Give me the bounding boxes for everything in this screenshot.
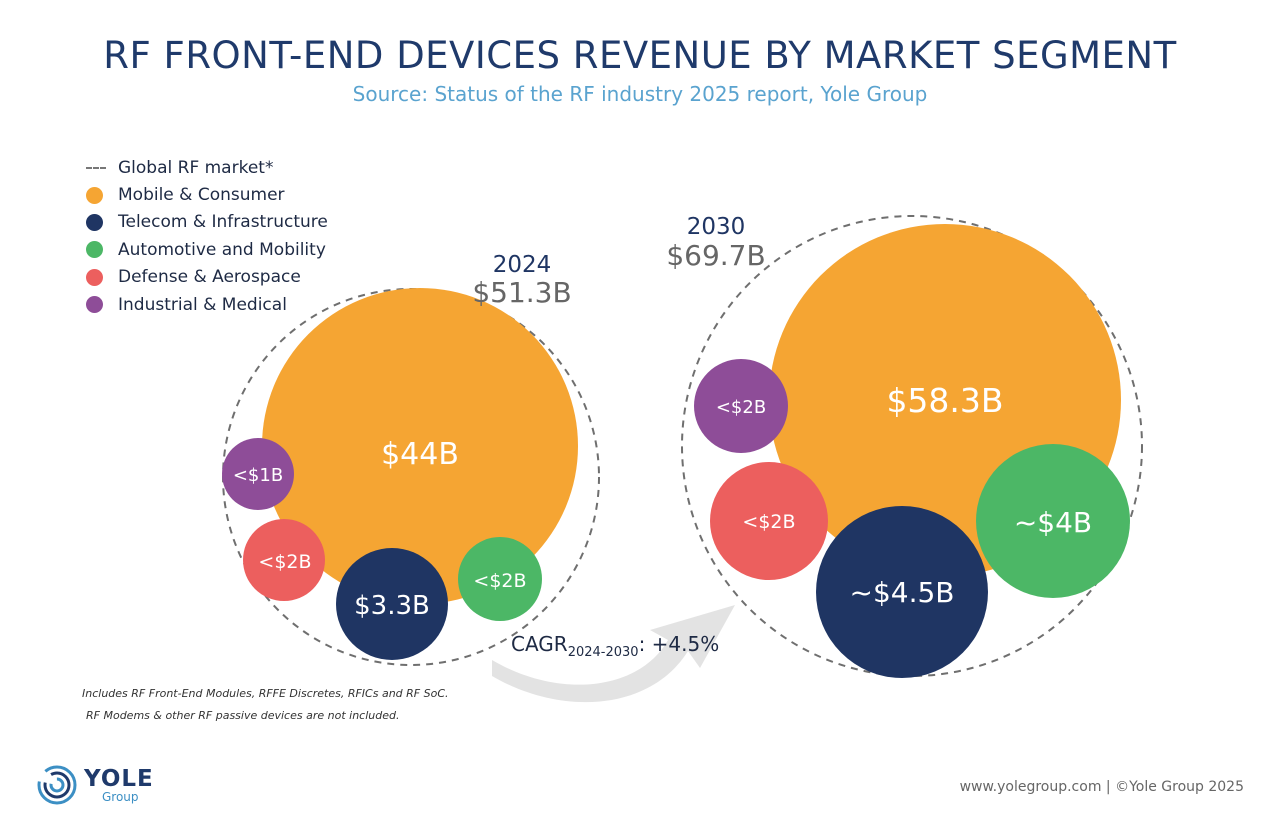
legend-swatch-mobile <box>86 186 103 204</box>
bubble-2024-mobile <box>262 288 578 604</box>
total-circle-2030 <box>681 215 1143 677</box>
legend-swatch-defense <box>86 268 103 286</box>
bubble-label-2024-telecom: $3.3B <box>354 591 430 621</box>
legend-label: Global RF market* <box>118 157 274 178</box>
growth-arrow <box>492 605 735 703</box>
bubble-label-2030-telecom: ~$4.5B <box>849 576 954 609</box>
legend-label: Automotive and Mobility <box>118 239 326 260</box>
legend-swatch-telecom <box>86 213 103 231</box>
bubble-2030-defense <box>710 462 828 580</box>
legend-label: Telecom & Infrastructure <box>118 212 328 233</box>
legend-item-automotive: Automotive and Mobility <box>86 236 328 263</box>
bubble-2030-telecom <box>816 506 988 678</box>
chart-subtitle: Source: Status of the RF industry 2025 r… <box>352 82 928 106</box>
cagr-prefix: CAGR <box>511 632 568 656</box>
footnote-2: RF Modems & other RF passive devices are… <box>86 709 400 722</box>
yole-logo-icon <box>37 765 77 805</box>
bubble-label-2024-automotive: <$2B <box>473 570 526 592</box>
bubble-label-2024-industrial: <$1B <box>233 465 283 486</box>
total-label-2024: $51.3B <box>472 276 571 309</box>
bubble-2030-industrial <box>694 359 788 453</box>
bubble-2024-industrial <box>222 438 294 510</box>
year-label-2024: 2024 <box>493 252 552 278</box>
bubble-label-2030-industrial: <$2B <box>716 397 766 418</box>
legend-label: Defense & Aerospace <box>118 267 301 288</box>
bubble-2024-telecom <box>336 548 448 660</box>
bubble-label-2030-mobile: $58.3B <box>886 381 1003 420</box>
bubble-2024-defense <box>243 519 325 601</box>
cagr-label: CAGR2024-2030: +4.5% <box>511 632 719 660</box>
logo-name: YOLE <box>84 765 154 792</box>
legend-item-global: Global RF market* <box>86 154 328 181</box>
legend-item-mobile: Mobile & Consumer <box>86 181 328 208</box>
legend-swatch-automotive <box>86 241 103 259</box>
logo-sub: Group <box>102 789 139 804</box>
total-label-2030: $69.7B <box>666 239 765 272</box>
dashed-line-icon <box>86 166 106 169</box>
bubble-2024-automotive <box>458 537 542 621</box>
legend-label: Mobile & Consumer <box>118 185 285 206</box>
legend-label: Industrial & Medical <box>118 294 287 315</box>
legend-swatch-industrial <box>86 296 103 314</box>
legend-item-telecom: Telecom & Infrastructure <box>86 209 328 236</box>
footer-credit: www.yolegroup.com | ©Yole Group 2025 <box>959 779 1244 795</box>
legend: Global RF market* Mobile & Consumer Tele… <box>86 154 328 318</box>
bubble-label-2024-defense: <$2B <box>258 551 311 573</box>
bubble-label-2024-mobile: $44B <box>381 437 459 472</box>
bubble-2030-automotive <box>976 444 1130 598</box>
footnote-1: Includes RF Front-End Modules, RFFE Disc… <box>82 687 449 700</box>
cagr-period: 2024-2030 <box>568 645 639 660</box>
legend-item-defense: Defense & Aerospace <box>86 264 328 291</box>
cagr-value: : +4.5% <box>639 632 720 656</box>
chart-title: RF FRONT-END DEVICES REVENUE BY MARKET S… <box>103 34 1177 77</box>
legend-item-industrial: Industrial & Medical <box>86 291 328 318</box>
bubble-label-2030-defense: <$2B <box>742 511 795 533</box>
yole-logo: YOLE Group <box>36 764 154 806</box>
bubble-label-2030-automotive: ~$4B <box>1014 506 1092 539</box>
year-label-2030: 2030 <box>687 214 746 240</box>
